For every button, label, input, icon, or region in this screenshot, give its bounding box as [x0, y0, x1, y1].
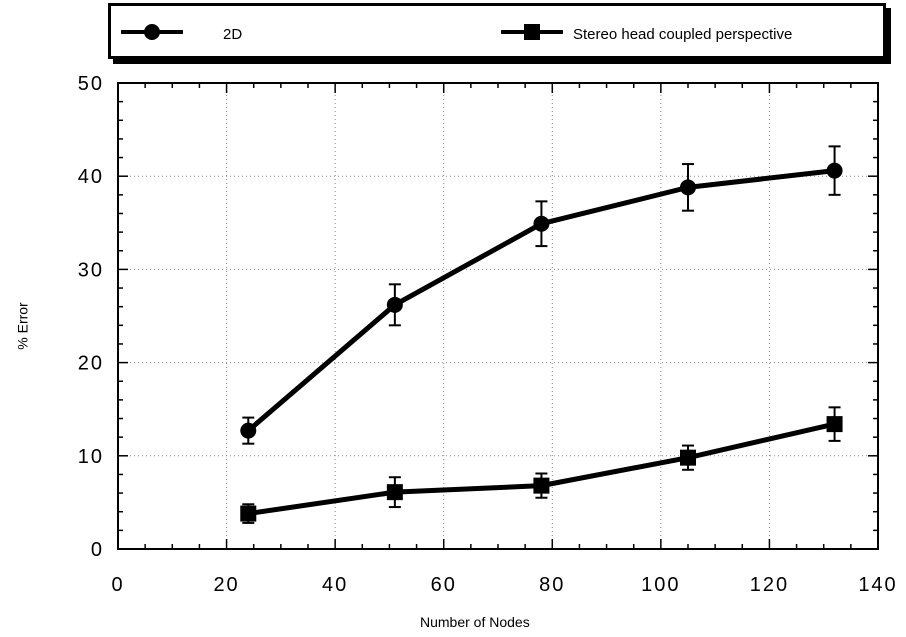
- legend-label-stereo: Stereo head coupled perspective: [573, 26, 793, 43]
- data-point-2d: [533, 215, 550, 232]
- series-line-stereo: [247, 421, 836, 517]
- legend-2d-marker-icon: [121, 24, 183, 40]
- data-point-stereo: [680, 449, 696, 466]
- y-tick-label: 10: [78, 446, 104, 468]
- x-tick-label: 80: [539, 574, 565, 596]
- legend: 2D Stereo head coupled perspective: [108, 3, 886, 59]
- x-tick-label: 60: [431, 574, 457, 596]
- x-tick-label: 100: [641, 574, 680, 596]
- y-tick-label: 0: [91, 539, 104, 561]
- x-tick-label: 20: [213, 574, 239, 596]
- data-point-2d: [240, 422, 257, 439]
- data-point-stereo: [826, 416, 843, 433]
- x-tick-label: 40: [322, 574, 348, 596]
- y-tick-label: 50: [78, 73, 104, 95]
- data-point-2d: [386, 296, 403, 313]
- legend-label-2d: 2D: [223, 26, 243, 43]
- x-tick-label: 120: [750, 574, 789, 596]
- y-axis-title: % Error: [14, 302, 31, 350]
- data-point-stereo: [240, 505, 257, 522]
- legend-stereo-marker-icon: [501, 24, 563, 40]
- data-point-stereo: [386, 484, 403, 501]
- x-tick-label: 0: [111, 574, 124, 596]
- y-tick-label: 40: [78, 166, 104, 188]
- x-tick-label: 140: [858, 574, 897, 596]
- data-point-2d: [826, 162, 843, 179]
- x-axis-title: Number of Nodes: [420, 614, 530, 630]
- data-point-2d: [680, 179, 696, 196]
- y-tick-label: 30: [78, 259, 104, 281]
- y-tick-label: 20: [78, 353, 104, 375]
- plot-frame: [117, 82, 879, 550]
- data-point-stereo: [533, 477, 550, 494]
